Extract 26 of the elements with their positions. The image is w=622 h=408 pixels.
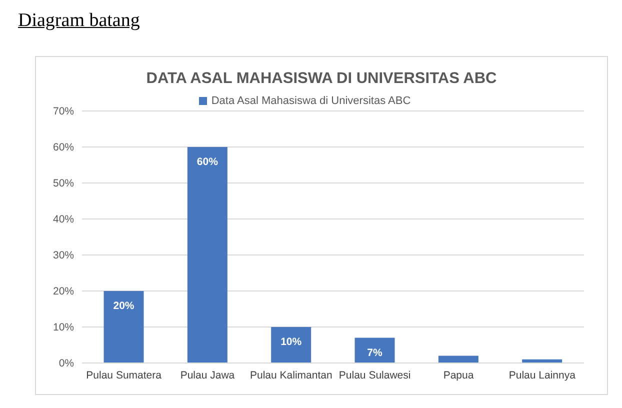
x-tick-label: Pulau Kalimantan <box>250 369 332 382</box>
y-tick-label: 50% <box>52 178 74 190</box>
bar <box>104 291 144 363</box>
bar <box>354 338 395 363</box>
y-tick-label: 30% <box>52 250 74 262</box>
data-label: 20% <box>113 300 135 312</box>
data-label: 60% <box>196 156 219 168</box>
legend-label: Data Asal Mahasiswa di Universitas ABC <box>211 95 411 107</box>
x-tick-label: Pulau Sumatera <box>86 369 162 382</box>
data-label: 7% <box>367 346 383 359</box>
data-label: 10% <box>280 336 302 348</box>
x-tick-label: Pulau Lainnya <box>508 369 576 382</box>
text: Diagram batang <box>18 10 140 32</box>
bar <box>187 147 228 363</box>
y-tick-label: 10% <box>52 322 74 334</box>
x-tick-label: Pulau Sulawesi <box>338 369 411 382</box>
chart-title: DATA ASAL MAHASISWA DI UNIVERSITAS ABC <box>145 70 498 88</box>
y-tick-label: 40% <box>52 214 74 226</box>
y-tick-label: 0% <box>58 358 74 370</box>
x-tick-label: Pulau Jawa <box>180 369 235 382</box>
y-tick-label: 70% <box>52 106 74 118</box>
bar <box>438 356 478 363</box>
bar <box>271 327 312 363</box>
x-tick-label: Papua <box>443 369 474 382</box>
y-tick-label: 20% <box>52 286 74 298</box>
y-tick-label: 60% <box>52 142 74 154</box>
